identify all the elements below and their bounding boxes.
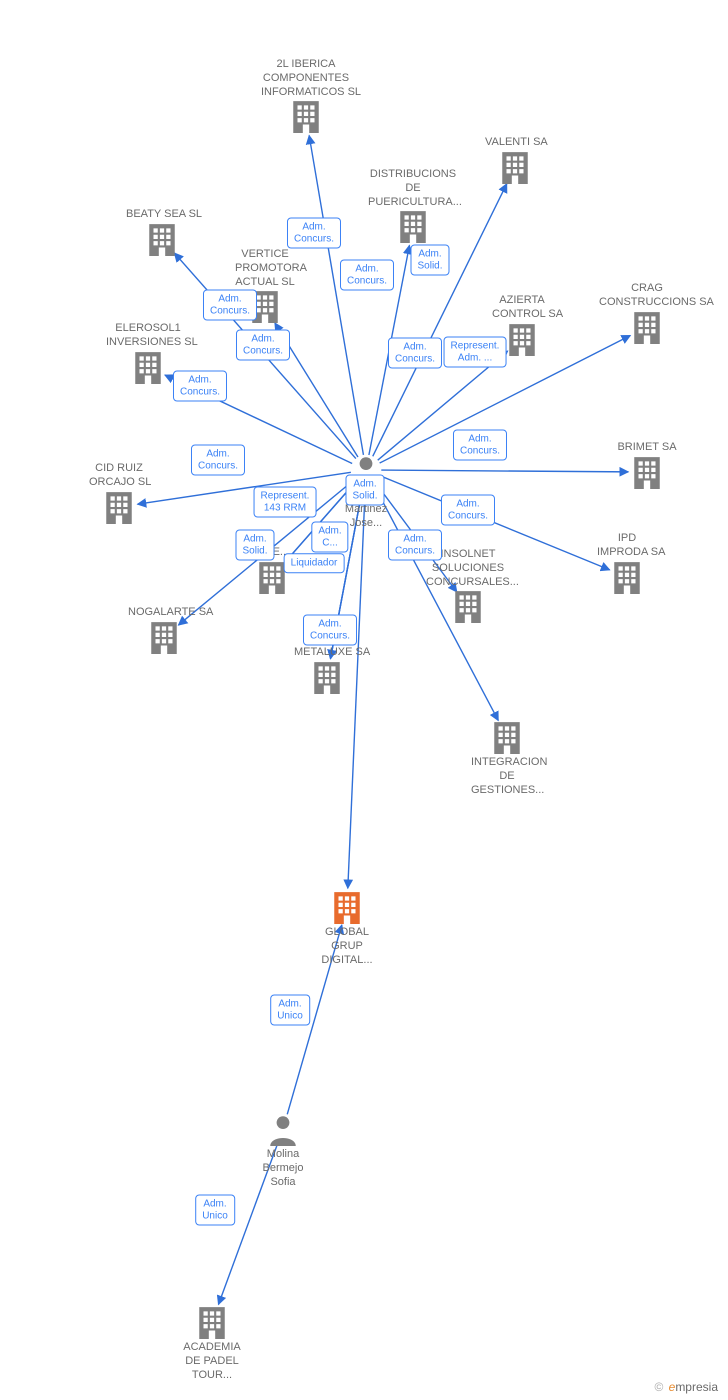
- watermark: © empresia: [654, 1380, 718, 1394]
- relation-label: Adm. Solid.: [235, 530, 274, 561]
- node-label: NOGALARTE SA: [128, 606, 200, 620]
- relation-label: Adm. Concurs.: [388, 338, 442, 369]
- relation-label: Adm. Concurs.: [441, 495, 495, 526]
- company-node[interactable]: 2L IBERICA COMPONENTES INFORMATICOS SL: [261, 56, 351, 133]
- building-icon: [145, 222, 179, 256]
- building-icon: [451, 589, 485, 623]
- building-icon: [630, 455, 664, 489]
- node-label: BRIMET SA: [617, 441, 677, 455]
- relation-label: Adm. Concurs.: [340, 260, 394, 291]
- relation-label: Adm. Concurs.: [236, 330, 290, 361]
- node-label: Molina Bermejo Sofia: [253, 1148, 313, 1189]
- relation-label: Liquidador: [284, 553, 345, 573]
- node-label: VALENTI SA: [485, 136, 545, 150]
- building-icon: [131, 350, 165, 384]
- relation-label: Adm. Solid.: [345, 475, 384, 506]
- node-label: DISTRIBUCIONS DE PUERICULTURA...: [368, 168, 458, 209]
- edge-layer: [0, 0, 728, 1400]
- building-icon: [310, 660, 344, 694]
- company-node[interactable]: ACADEMIA DE PADEL TOUR...: [182, 1305, 242, 1382]
- relation-label: Adm. Unico: [270, 995, 310, 1026]
- node-label: BEATY SEA SL: [126, 208, 198, 222]
- brand-rest: mpresia: [675, 1380, 718, 1394]
- edge: [309, 135, 363, 454]
- node-label: CID RUIZ ORCAJO SL: [89, 462, 149, 490]
- building-icon: [195, 1305, 229, 1339]
- relation-label: Adm. Solid.: [410, 245, 449, 276]
- relation-label: Adm. Concurs.: [191, 445, 245, 476]
- building-highlight-icon: [330, 890, 364, 924]
- node-label: IPD IMPRODA SA: [597, 532, 657, 560]
- diagram-stage: { "canvas":{"width":728,"height":1400,"b…: [0, 0, 728, 1400]
- building-icon: [610, 560, 644, 594]
- node-label: AZIERTA CONTROL SA: [492, 294, 552, 322]
- node-label: ELEROSOL1 INVERSIONES SL: [106, 322, 190, 350]
- building-icon: [505, 322, 539, 356]
- company-node[interactable]: BRIMET SA: [617, 439, 677, 489]
- company-node[interactable]: IPD IMPRODA SA: [597, 530, 657, 594]
- building-icon: [102, 490, 136, 524]
- relation-label: Adm. Concurs.: [303, 615, 357, 646]
- person-node[interactable]: Molina Bermejo Sofia: [253, 1112, 313, 1189]
- company-node[interactable]: METALUXE SA: [294, 644, 360, 694]
- node-label: METALUXE SA: [294, 646, 360, 660]
- relation-label: Represent. 143 RRM: [254, 487, 317, 518]
- building-icon: [147, 620, 181, 654]
- relation-label: Adm. Concurs.: [453, 430, 507, 461]
- company-node[interactable]: BEATY SEA SL: [126, 206, 198, 256]
- building-icon: [630, 310, 664, 344]
- node-label: 2L IBERICA COMPONENTES INFORMATICOS SL: [261, 58, 351, 99]
- company-node[interactable]: CRAG CONSTRUCCIONS SA: [599, 280, 695, 344]
- building-icon: [289, 99, 323, 133]
- node-label: GLOBAL GRUP DIGITAL...: [317, 926, 377, 967]
- edge: [381, 470, 628, 472]
- edge: [137, 472, 350, 504]
- node-label: CRAG CONSTRUCCIONS SA: [599, 282, 695, 310]
- relation-label: Adm. Concurs.: [388, 530, 442, 561]
- building-icon: [498, 150, 532, 184]
- copyright-symbol: ©: [654, 1380, 663, 1394]
- person-icon: [266, 1112, 300, 1146]
- relation-label: Adm. Concurs.: [173, 371, 227, 402]
- node-label: INTEGRACION DE GESTIONES...: [471, 756, 543, 797]
- company-node[interactable]: DISTRIBUCIONS DE PUERICULTURA...: [368, 166, 458, 243]
- relation-label: Adm. C...: [311, 522, 348, 553]
- building-icon: [396, 209, 430, 243]
- relation-label: Adm. Unico: [195, 1195, 235, 1226]
- company-node[interactable]: NOGALARTE SA: [128, 604, 200, 654]
- node-label: VERTICE PROMOTORA ACTUAL SL: [235, 248, 295, 289]
- relation-label: Adm. Concurs.: [287, 218, 341, 249]
- company-node[interactable]: INTEGRACION DE GESTIONES...: [471, 720, 543, 797]
- node-label: ACADEMIA DE PADEL TOUR...: [182, 1341, 242, 1382]
- company-node[interactable]: CID RUIZ ORCAJO SL: [89, 460, 149, 524]
- building-icon: [490, 720, 524, 754]
- relation-label: Adm. Concurs.: [203, 290, 257, 321]
- relation-label: Represent. Adm. ...: [444, 337, 507, 368]
- company-node[interactable]: VALENTI SA: [485, 134, 545, 184]
- company-node[interactable]: GLOBAL GRUP DIGITAL...: [317, 890, 377, 967]
